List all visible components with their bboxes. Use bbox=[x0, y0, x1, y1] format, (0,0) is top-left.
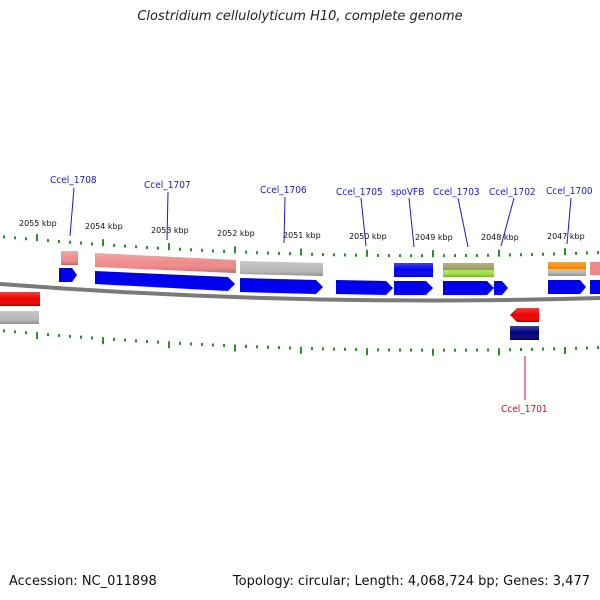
feature-blocks bbox=[61, 251, 600, 277]
gene-arrow-1706 bbox=[240, 278, 323, 294]
gene-label-ccel-1701: Ccel_1701 bbox=[501, 404, 548, 415]
feature-block-salmon-edge bbox=[590, 262, 600, 275]
scale-label-2055: 2055 kbp bbox=[19, 219, 57, 228]
gene-label-ccel-1708: Ccel_1708 bbox=[50, 175, 97, 186]
upper-scale-ticks bbox=[3, 234, 599, 258]
genome-summary-text: Topology: circular; Length: 4,068,724 bp… bbox=[232, 574, 590, 589]
gene-labels: Ccel_1708 Ccel_1707 Ccel_1706 Ccel_1705 … bbox=[50, 175, 593, 415]
scale-label-2048: 2048 kbp bbox=[481, 233, 519, 242]
gene-label-ccel-1702: Ccel_1702 bbox=[489, 187, 536, 198]
map-title: Clostridium cellulolyticum H10, complete… bbox=[137, 9, 463, 24]
scale-label-2049: 2049 kbp bbox=[415, 233, 453, 242]
reverse-strand-genes bbox=[0, 292, 539, 340]
gene-arrow-1708 bbox=[59, 268, 77, 282]
scale-label-2052: 2052 kbp bbox=[217, 229, 255, 238]
gene-label-ccel-1700: Ccel_1700 bbox=[546, 186, 593, 197]
gene-arrow-1700 bbox=[548, 280, 586, 294]
genome-backbone bbox=[0, 282, 600, 303]
gene-arrow-1707 bbox=[95, 271, 235, 291]
lower-scale-ticks bbox=[3, 329, 599, 356]
scale-label-2047: 2047 kbp bbox=[547, 232, 585, 241]
gene-label-spovfb: spoVFB bbox=[391, 187, 424, 198]
gene-arrow-1705 bbox=[336, 280, 393, 295]
gene-label-ccel-1706: Ccel_1706 bbox=[260, 185, 307, 196]
accession-text: Accession: NC_011898 bbox=[9, 574, 157, 589]
gene-arrow-1702 bbox=[494, 281, 508, 295]
scale-label-2051: 2051 kbp bbox=[283, 231, 321, 240]
forward-strand-genes bbox=[59, 268, 600, 295]
gene-label-ccel-1705: Ccel_1705 bbox=[336, 187, 383, 198]
gene-arrow-edge bbox=[590, 280, 600, 294]
gene-arrow-spoVFB bbox=[394, 281, 433, 295]
scale-label-2053: 2053 kbp bbox=[151, 226, 189, 235]
label-leader-lines bbox=[69, 187, 572, 400]
gene-label-ccel-1703: Ccel_1703 bbox=[433, 187, 480, 198]
scale-label-2054: 2054 kbp bbox=[85, 222, 123, 231]
scale-labels: 2055 kbp 2054 kbp 2053 kbp 2052 kbp 2051… bbox=[19, 219, 585, 242]
gene-label-ccel-1707: Ccel_1707 bbox=[144, 180, 191, 191]
scale-label-2050: 2050 kbp bbox=[349, 232, 387, 241]
gene-arrow-1703 bbox=[443, 281, 494, 295]
